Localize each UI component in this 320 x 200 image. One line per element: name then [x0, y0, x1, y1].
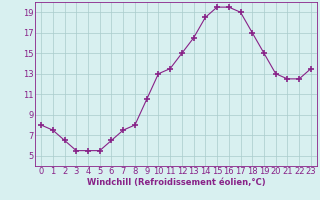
X-axis label: Windchill (Refroidissement éolien,°C): Windchill (Refroidissement éolien,°C) [87, 178, 265, 187]
